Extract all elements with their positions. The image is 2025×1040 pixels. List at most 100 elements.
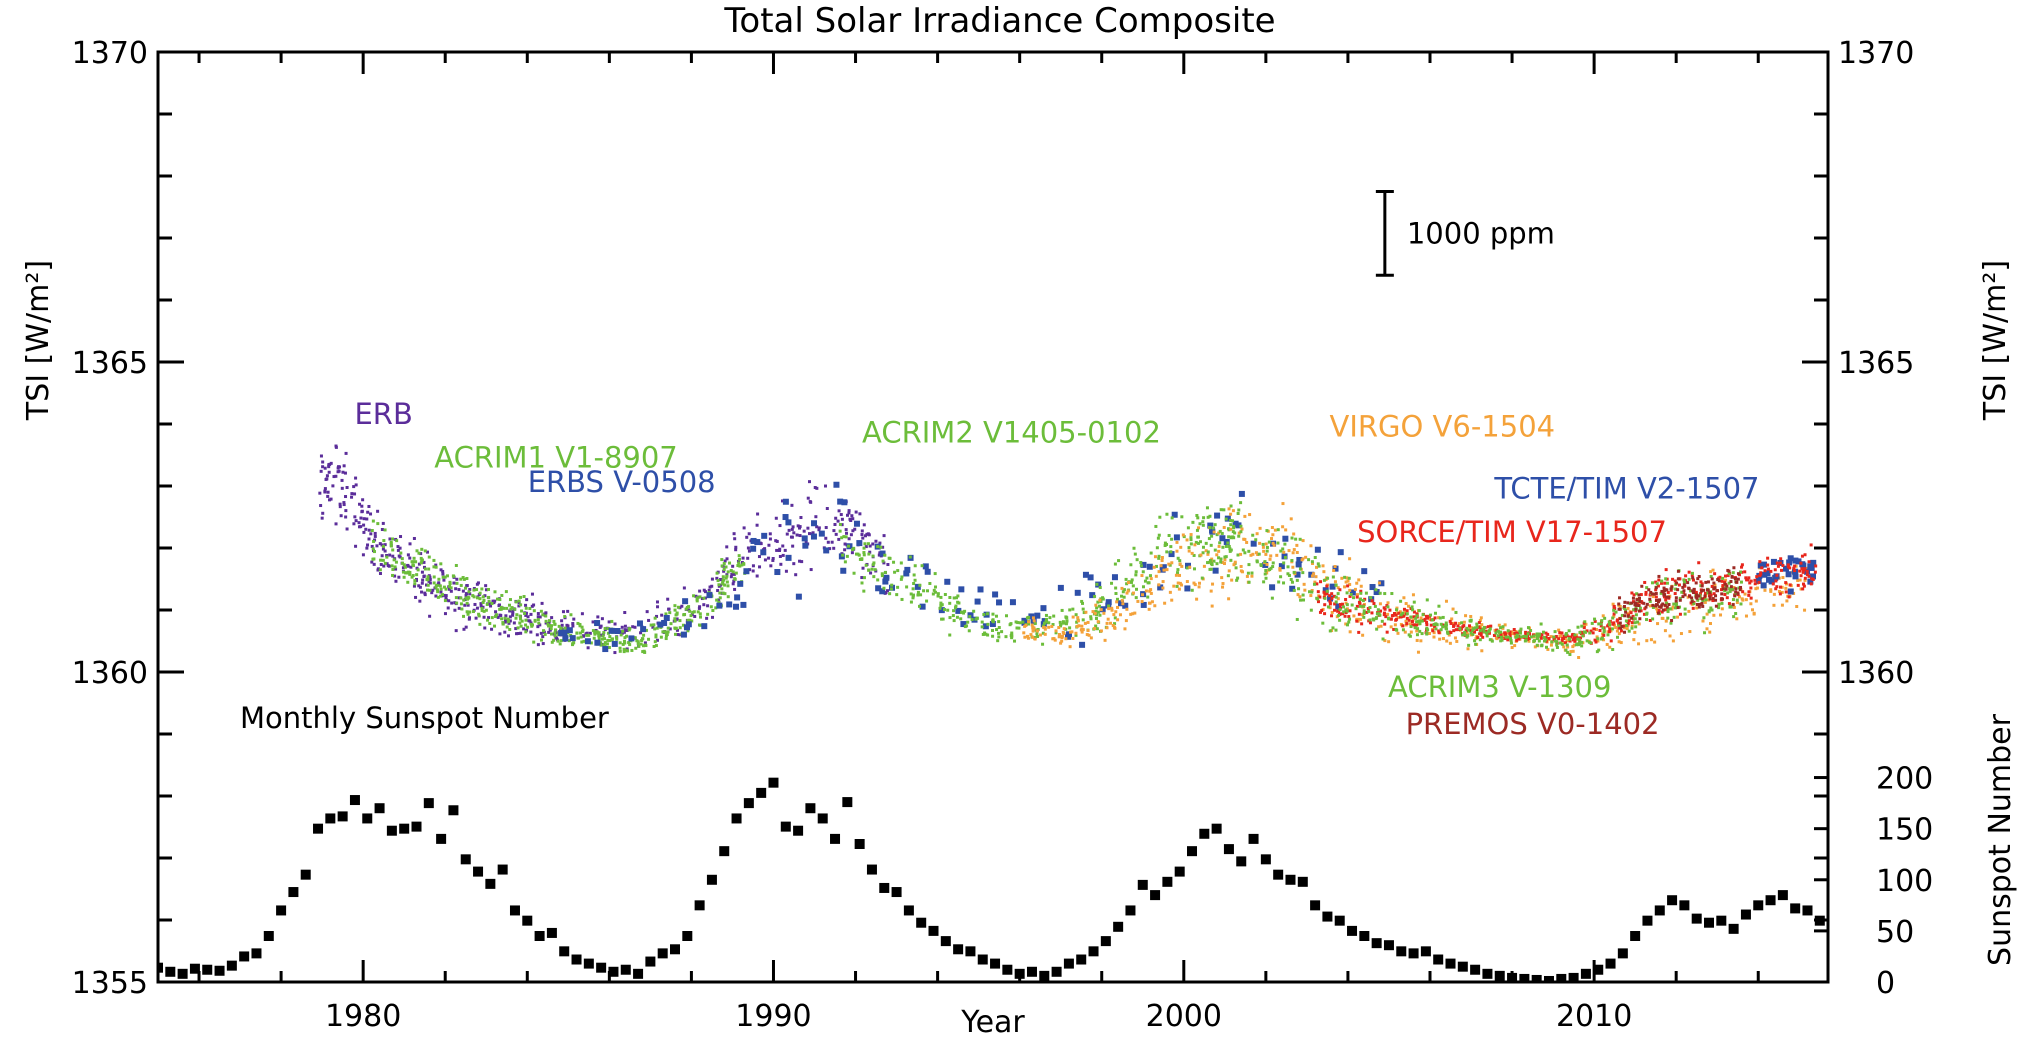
- data-point: [320, 516, 324, 520]
- data-point: [465, 592, 469, 596]
- data-point: [1792, 557, 1799, 564]
- data-point: [1676, 588, 1680, 592]
- data-point: [900, 575, 904, 579]
- data-point: [1163, 544, 1167, 548]
- data-point: [938, 606, 942, 610]
- data-point: [1082, 611, 1086, 615]
- data-point: [708, 585, 712, 589]
- data-point: [1419, 639, 1423, 643]
- data-point: [510, 606, 514, 610]
- data-point: [548, 623, 552, 627]
- data-point: [640, 638, 644, 642]
- data-point: [1769, 589, 1773, 593]
- data-point: [783, 548, 787, 552]
- data-point: [1662, 593, 1666, 597]
- data-point: [1725, 584, 1729, 588]
- data-point: [1377, 625, 1381, 629]
- data-point: [1042, 621, 1046, 625]
- data-point: [1344, 580, 1348, 584]
- data-point: [706, 612, 710, 616]
- data-point: [1258, 541, 1262, 545]
- data-point: [701, 623, 708, 630]
- data-point: [416, 568, 420, 572]
- data-point: [547, 630, 551, 634]
- series-premos-v0-1402: [1617, 566, 1743, 634]
- data-point: [1367, 609, 1371, 613]
- data-point: [1283, 542, 1287, 546]
- data-point: [428, 588, 432, 592]
- data-point: [1029, 633, 1033, 637]
- data-point: [403, 565, 407, 569]
- data-point: [807, 532, 811, 536]
- data-point: [1095, 606, 1099, 610]
- data-point: [1474, 642, 1478, 646]
- data-point: [1344, 608, 1348, 612]
- data-point: [415, 566, 419, 570]
- data-point: [1668, 634, 1672, 638]
- data-point: [1361, 568, 1368, 575]
- data-point: [479, 602, 483, 606]
- sunspot-point: [362, 813, 373, 824]
- data-point: [1232, 536, 1236, 540]
- data-point: [1154, 524, 1158, 528]
- data-point: [1620, 624, 1624, 628]
- data-point: [833, 522, 837, 526]
- data-point: [454, 587, 458, 591]
- data-point: [905, 585, 909, 589]
- data-point: [732, 579, 736, 583]
- data-point: [703, 596, 707, 600]
- series-acrim2-v1405-0102: [838, 504, 1243, 646]
- data-point: [630, 648, 634, 652]
- plot-frame: [156, 50, 1830, 984]
- data-point: [571, 622, 575, 626]
- data-point: [734, 545, 738, 549]
- data-point: [606, 631, 610, 635]
- data-point: [359, 516, 363, 520]
- data-point: [383, 528, 387, 532]
- data-point: [1720, 601, 1724, 605]
- data-point: [1648, 597, 1652, 601]
- data-point: [1162, 568, 1166, 572]
- data-point: [1169, 545, 1173, 549]
- data-point: [428, 575, 432, 579]
- data-point: [1724, 587, 1728, 591]
- sunspot-point: [177, 968, 188, 979]
- data-point: [1321, 564, 1325, 568]
- data-point: [1261, 545, 1265, 549]
- data-point: [655, 626, 659, 630]
- data-point: [1648, 604, 1652, 608]
- data-point: [1709, 606, 1713, 610]
- data-point: [767, 556, 771, 560]
- data-point: [1058, 620, 1062, 624]
- data-point: [319, 454, 323, 458]
- data-point: [1154, 574, 1158, 578]
- data-point: [1673, 579, 1677, 583]
- data-point: [909, 600, 913, 604]
- data-point: [592, 636, 596, 640]
- data-point: [1215, 553, 1219, 557]
- data-point: [401, 570, 405, 574]
- data-point: [1697, 561, 1701, 565]
- data-point: [1712, 613, 1716, 617]
- data-point: [541, 613, 545, 617]
- data-point: [1433, 616, 1437, 620]
- data-point: [1479, 616, 1483, 620]
- sunspot-point: [1026, 966, 1037, 977]
- data-point: [1189, 536, 1193, 540]
- data-point: [414, 595, 418, 599]
- data-point: [422, 565, 426, 569]
- data-point: [725, 545, 729, 549]
- data-point: [388, 553, 392, 557]
- data-point: [1597, 622, 1601, 626]
- data-point: [1062, 627, 1066, 631]
- data-point: [953, 606, 957, 610]
- data-point: [852, 571, 856, 575]
- y-tick-label: 1365: [72, 346, 148, 381]
- data-point: [558, 642, 562, 646]
- data-point: [459, 602, 463, 606]
- data-point: [1348, 594, 1352, 598]
- data-point: [1674, 596, 1678, 600]
- data-point: [682, 598, 689, 605]
- data-point: [1648, 593, 1652, 597]
- data-point: [1595, 650, 1599, 654]
